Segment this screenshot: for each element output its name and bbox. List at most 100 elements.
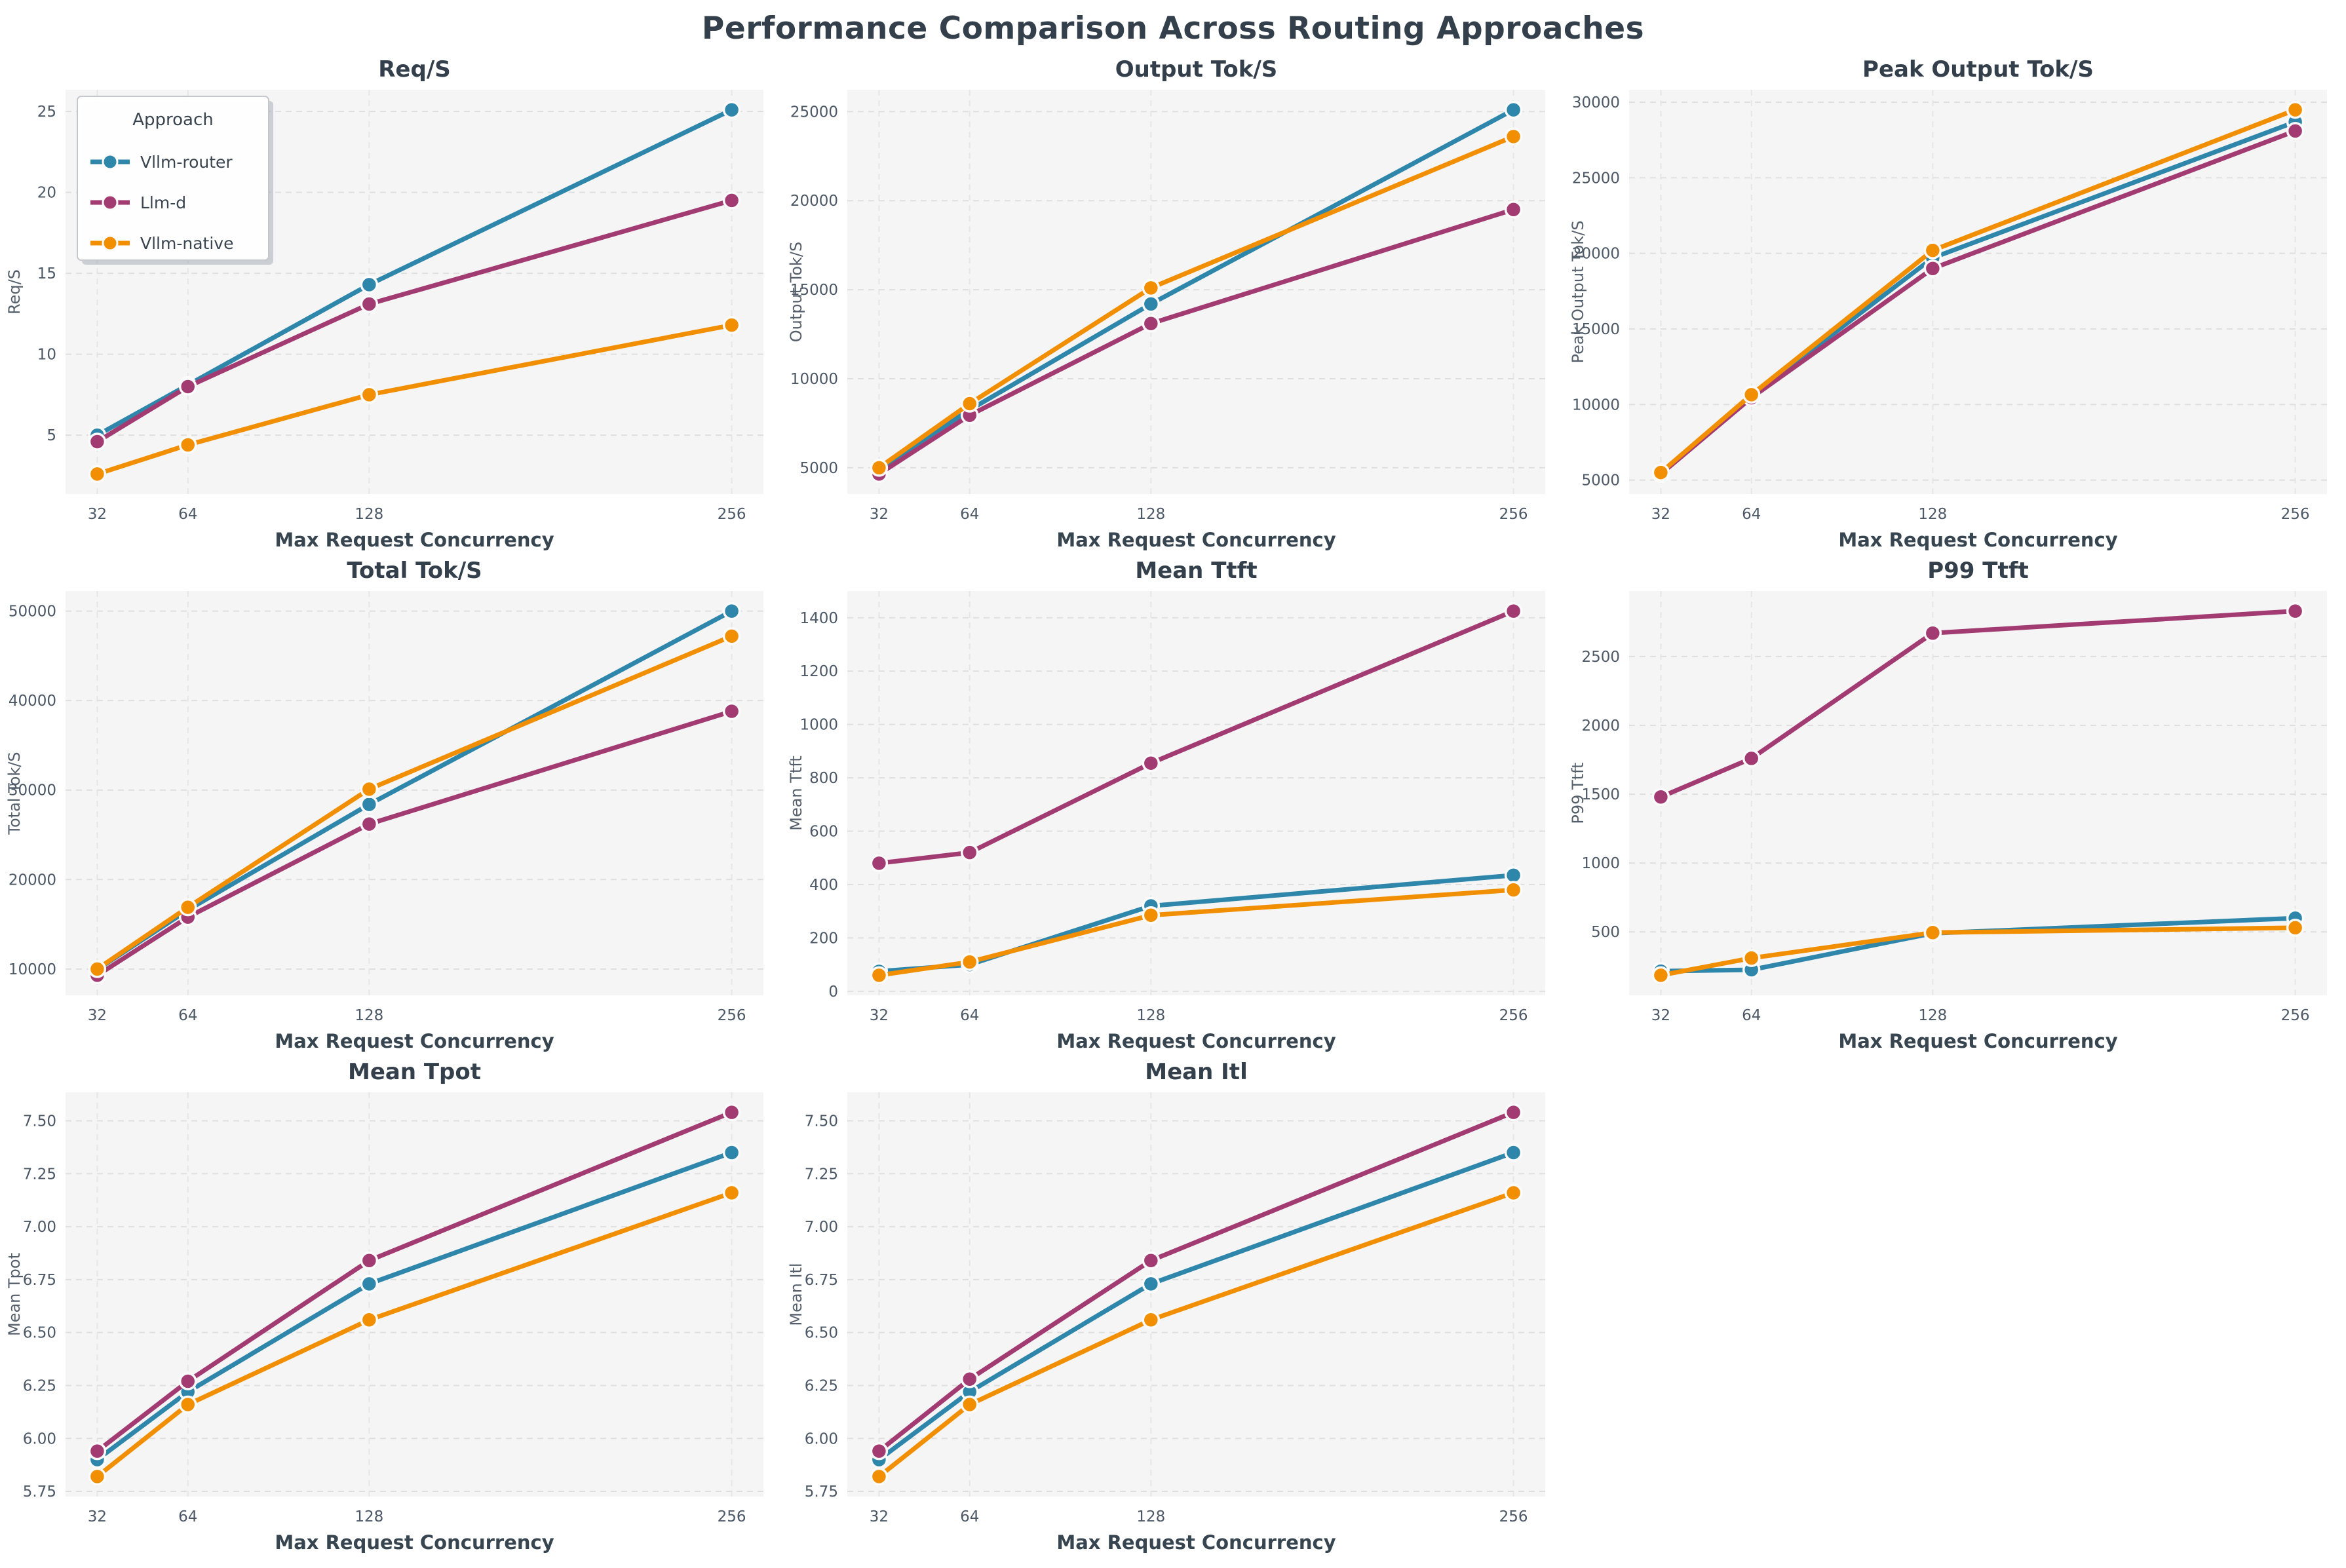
data-point-vllm-router	[1142, 295, 1161, 313]
y-tick-label: 5	[47, 427, 56, 444]
legend-marker-dot-llm-d	[102, 194, 119, 211]
data-point-vllm-native	[360, 385, 379, 404]
data-point-llm-d	[1651, 788, 1670, 807]
series-line-vllm-native	[876, 887, 1516, 978]
series-line-vllm-router	[94, 1150, 735, 1463]
x-axis-label: Max Request Concurrency	[1838, 1030, 2117, 1052]
data-point-llm-d	[1142, 1252, 1161, 1270]
y-tick-label: 7.25	[805, 1166, 838, 1183]
data-point-llm-d	[1923, 624, 1942, 642]
data-point-vllm-native	[88, 960, 107, 978]
y-tick-label: 7.50	[805, 1113, 838, 1130]
series-line-vllm-native	[1658, 925, 2298, 978]
y-tick-label: 5000	[1581, 472, 1620, 489]
chart-svg-total-tok-s: 32 64 128 256 10000 20000 30000 40000 50000 Total…	[5, 558, 763, 1052]
chart-mean-itl: 32 64 128 256 5.75 6.00 6.25 6.50 6.75 7.00 7.25 7.…	[782, 1053, 1564, 1554]
chart-svg-mean-tpot: 32 64 128 256 5.75 6.00 6.25 6.50 6.75 7.00 7.25 7.…	[5, 1059, 763, 1554]
y-tick-label: 200	[809, 930, 838, 947]
data-point-vllm-native	[88, 1467, 107, 1486]
x-tick-label: 128	[355, 1007, 383, 1024]
y-tick-label: 6.00	[23, 1430, 56, 1447]
y-tick-label: 25000	[790, 104, 838, 121]
y-axis-label: Req/S	[5, 269, 24, 315]
data-point-vllm-native	[1504, 881, 1523, 899]
data-point-vllm-native	[1742, 949, 1761, 967]
data-point-vllm-native	[960, 1395, 979, 1414]
x-tick-label: 32	[1651, 1007, 1670, 1024]
chart-title: Mean Tpot	[348, 1059, 481, 1085]
data-point-vllm-native	[1142, 278, 1161, 297]
data-point-vllm-native	[960, 953, 979, 971]
plot-area	[847, 591, 1545, 995]
chart-mean-tpot: 32 64 128 256 5.75 6.00 6.25 6.50 6.75 7.00 7.25 7.…	[0, 1053, 782, 1554]
chart-title: Req/S	[378, 56, 450, 83]
y-tick-label: 7.00	[23, 1219, 56, 1236]
x-tick-label: 256	[718, 1508, 746, 1525]
data-point-llm-d	[360, 295, 379, 313]
data-point-llm-d	[1142, 754, 1161, 773]
y-tick-label: 50000	[9, 603, 56, 621]
data-point-llm-d	[722, 1103, 741, 1122]
x-axis-label: Max Request Concurrency	[1056, 529, 1336, 551]
data-point-vllm-native	[2286, 100, 2305, 119]
x-tick-label: 128	[1136, 1007, 1165, 1024]
chart-title: Output Tok/S	[1115, 56, 1278, 83]
x-axis-label: Max Request Concurrency	[275, 529, 554, 551]
data-point-vllm-router	[722, 602, 741, 621]
y-tick-label: 6.75	[805, 1272, 838, 1289]
y-tick-label: 30000	[1572, 94, 1620, 111]
data-point-vllm-router	[360, 275, 379, 294]
data-point-vllm-native	[1504, 1183, 1523, 1202]
chart-output-tok-s: 32 64 128 256 5000 10000 15000 20000 25000 Output…	[782, 50, 1564, 552]
data-point-vllm-router	[360, 1274, 379, 1293]
y-tick-label: 10000	[1572, 396, 1620, 413]
data-point-vllm-native	[1742, 385, 1761, 404]
series-line-llm-d	[1658, 609, 2298, 799]
x-tick-label: 128	[355, 1508, 383, 1525]
data-point-vllm-router	[722, 100, 741, 119]
series-line-llm-d	[876, 609, 1516, 866]
y-tick-label: 1200	[799, 663, 838, 680]
x-axis-label: Max Request Concurrency	[275, 1531, 554, 1554]
data-point-vllm-router	[1142, 1274, 1161, 1293]
chart-svg-mean-ttft: 32 64 128 256 0 200 400 600 800 1000 1200 1400 Mean …	[787, 558, 1545, 1052]
data-point-vllm-router	[360, 795, 379, 814]
data-point-vllm-native	[178, 898, 197, 917]
data-point-vllm-native	[1142, 906, 1161, 925]
y-tick-label: 6.00	[805, 1430, 838, 1447]
y-tick-label: 2500	[1581, 649, 1620, 666]
x-tick-label: 64	[960, 1007, 979, 1024]
data-point-llm-d	[1742, 749, 1761, 768]
data-point-vllm-router	[1504, 100, 1523, 119]
y-axis-label: P99 Ttft	[1569, 762, 1587, 824]
x-axis-label: Max Request Concurrency	[1056, 1531, 1336, 1554]
chart-svg-mean-itl: 32 64 128 256 5.75 6.00 6.25 6.50 6.75 7.00 7.25 7.…	[787, 1059, 1545, 1554]
y-tick-label: 800	[809, 770, 838, 787]
empty-cell	[1564, 1053, 2345, 1554]
legend-box	[77, 96, 269, 261]
x-tick-label: 128	[1136, 1508, 1165, 1525]
x-tick-label: 32	[870, 1508, 889, 1525]
y-tick-label: 6.75	[23, 1272, 56, 1289]
series-line-vllm-router	[876, 1150, 1516, 1463]
data-point-llm-d	[1142, 314, 1161, 333]
data-point-vllm-native	[722, 627, 741, 645]
data-point-llm-d	[1923, 259, 1942, 278]
data-point-vllm-native	[870, 459, 889, 477]
x-tick-label: 128	[355, 506, 383, 523]
y-tick-label: 15	[37, 265, 56, 282]
chart-peak-output-tok-s: 32 64 128 256 5000 10000 15000 20000 25000 30000 P…	[1564, 50, 2345, 552]
x-tick-label: 64	[960, 1508, 979, 1525]
y-axis-label: Mean Tpot	[5, 1253, 24, 1336]
x-axis-label: Max Request Concurrency	[1838, 529, 2117, 551]
x-tick-label: 256	[1499, 1007, 1528, 1024]
data-point-vllm-native	[722, 316, 741, 334]
x-tick-label: 256	[2281, 506, 2310, 523]
y-tick-label: 400	[809, 877, 838, 894]
x-tick-label: 32	[88, 506, 107, 523]
series-line-vllm-router	[94, 107, 735, 438]
x-axis-label: Max Request Concurrency	[275, 1030, 554, 1052]
data-point-vllm-native	[88, 465, 107, 484]
x-tick-label: 128	[1918, 1007, 1947, 1024]
